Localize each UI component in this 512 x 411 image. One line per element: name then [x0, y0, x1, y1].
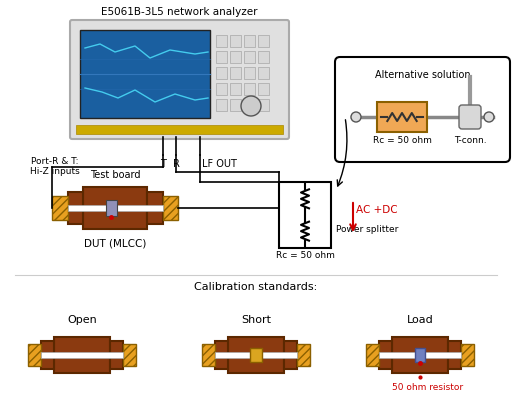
Bar [216, 67, 227, 79]
Bar [105, 200, 117, 216]
FancyBboxPatch shape [335, 57, 510, 162]
Bar [68, 192, 83, 224]
Text: T: T [160, 159, 166, 169]
Bar [284, 341, 297, 369]
Bar [123, 344, 136, 366]
Text: LF OUT: LF OUT [202, 159, 237, 169]
Circle shape [241, 96, 261, 116]
Bar [230, 83, 241, 95]
Text: R: R [173, 159, 179, 169]
Bar [76, 125, 283, 134]
Text: Power splitter: Power splitter [336, 225, 398, 234]
Bar [216, 35, 227, 47]
Bar [215, 352, 297, 358]
Bar [110, 341, 123, 369]
Bar [41, 341, 54, 369]
Text: T-conn.: T-conn. [454, 136, 486, 145]
Bar [83, 187, 147, 229]
FancyBboxPatch shape [459, 105, 481, 129]
Text: Port-R & T:
Hi-Z inputs: Port-R & T: Hi-Z inputs [30, 157, 80, 176]
Bar [244, 83, 255, 95]
Bar [297, 344, 310, 366]
Bar [244, 35, 255, 47]
Bar [54, 337, 110, 373]
Text: Rc = 50 ohm: Rc = 50 ohm [275, 251, 334, 260]
Bar [279, 182, 331, 248]
Bar [448, 341, 461, 369]
FancyBboxPatch shape [70, 20, 289, 139]
Text: AC +DC: AC +DC [356, 205, 398, 215]
Bar [28, 344, 41, 366]
Text: Short: Short [241, 315, 271, 325]
Bar [258, 51, 269, 63]
Bar [202, 344, 215, 366]
Bar [366, 344, 379, 366]
Bar [392, 337, 448, 373]
Bar [244, 99, 255, 111]
Bar [461, 344, 474, 366]
Bar [147, 192, 162, 224]
Bar [379, 341, 392, 369]
Text: DUT (MLCC): DUT (MLCC) [84, 238, 146, 248]
Bar [250, 349, 262, 362]
Text: 50 ohm resistor: 50 ohm resistor [392, 383, 463, 392]
Bar [244, 67, 255, 79]
Bar [80, 30, 210, 118]
Circle shape [351, 112, 361, 122]
Bar [230, 99, 241, 111]
Bar [228, 337, 284, 373]
Text: E5061B-3L5 network analyzer: E5061B-3L5 network analyzer [101, 7, 258, 17]
Text: Rc = 50 ohm: Rc = 50 ohm [373, 136, 432, 145]
Bar [162, 196, 178, 220]
Text: Load: Load [407, 315, 433, 325]
Bar [52, 196, 68, 220]
Bar [230, 51, 241, 63]
Bar [215, 341, 228, 369]
Bar [216, 83, 227, 95]
Bar [216, 51, 227, 63]
Bar [377, 102, 427, 132]
Bar [230, 67, 241, 79]
Bar [41, 352, 123, 358]
Bar [244, 51, 255, 63]
Text: Alternative solution: Alternative solution [375, 70, 471, 80]
Bar [416, 348, 424, 362]
Bar [258, 99, 269, 111]
Bar [258, 83, 269, 95]
Bar [68, 205, 162, 211]
Text: Open: Open [67, 315, 97, 325]
Text: Test board: Test board [90, 170, 140, 180]
Bar [230, 35, 241, 47]
Bar [216, 99, 227, 111]
Text: Calibration standards:: Calibration standards: [195, 282, 317, 292]
Circle shape [484, 112, 494, 122]
Bar [258, 35, 269, 47]
Bar [379, 352, 461, 358]
Bar [258, 67, 269, 79]
